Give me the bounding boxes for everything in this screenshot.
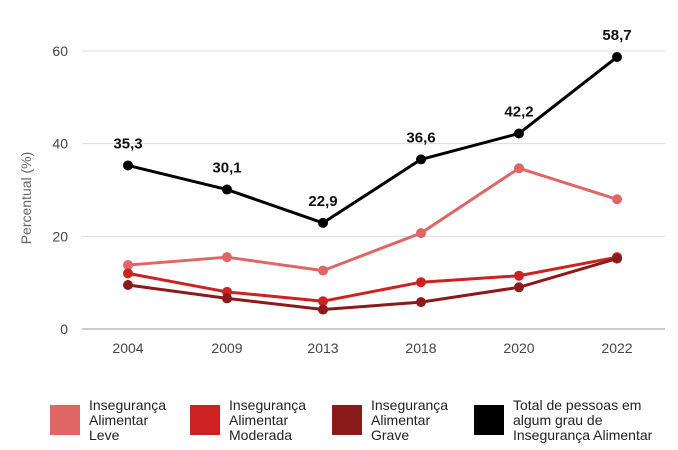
data-point	[123, 160, 133, 171]
x-tick-label: 2004	[112, 340, 143, 356]
data-labels: 35,3 30,1 22,9 36,6 42,2 58,7	[113, 27, 631, 210]
series-line	[127, 257, 618, 312]
data-point	[612, 253, 622, 264]
data-point	[416, 297, 426, 308]
data-point	[416, 277, 426, 288]
y-axis-label: Percentual (%)	[18, 152, 34, 245]
data-point	[318, 217, 328, 228]
y-tick-label: 0	[60, 321, 68, 337]
y-tick-labels: 0 20 40 60	[52, 43, 68, 337]
data-point	[318, 304, 328, 315]
data-point	[222, 293, 232, 304]
legend-label-grave: Insegurança Alimentar Grave	[371, 397, 449, 443]
data-point	[514, 282, 524, 293]
legend-item-moderada: Insegurança Alimentar Moderada	[190, 398, 306, 443]
legend-swatch-leve	[50, 405, 80, 435]
data-point	[123, 279, 133, 290]
legend: Insegurança Alimentar Leve Insegurança A…	[0, 398, 678, 448]
data-label: 42,2	[504, 103, 533, 120]
legend-swatch-grave	[332, 405, 362, 435]
x-tick-label: 2020	[503, 340, 534, 356]
legend-label-total: Total de pessoas em algum grau de Insegu…	[513, 397, 653, 443]
series-line	[127, 166, 618, 273]
data-point	[123, 260, 133, 271]
legend-item-grave: Insegurança Alimentar Grave	[332, 398, 448, 443]
data-point	[416, 154, 426, 165]
line-chart: 0 20 40 60 2004 2009 2013 2018 2020 2022 Percent…	[18, 27, 665, 356]
y-tick-label: 60	[52, 43, 68, 59]
legend-swatch-moderada	[190, 405, 220, 435]
data-point	[514, 128, 524, 139]
data-point	[416, 228, 426, 239]
y-tick-label: 40	[52, 136, 68, 152]
data-point	[612, 52, 622, 63]
data-label: 30,1	[212, 160, 241, 177]
x-tick-label: 2022	[601, 340, 632, 356]
legend-item-leve: Insegurança Alimentar Leve	[50, 398, 166, 443]
data-label: 58,7	[602, 27, 631, 44]
y-tick-label: 20	[52, 228, 68, 244]
series-line	[127, 55, 618, 225]
legend-item-total: Total de pessoas em algum grau de Insegu…	[474, 398, 652, 443]
legend-label-moderada: Insegurança Alimentar Moderada	[229, 397, 307, 443]
data-point	[318, 265, 328, 276]
data-point	[514, 270, 524, 281]
x-tick-label: 2009	[211, 340, 242, 356]
data-point	[514, 163, 524, 174]
data-point	[612, 194, 622, 205]
series	[123, 52, 622, 315]
gridlines	[82, 50, 665, 330]
x-tick-label: 2018	[405, 340, 436, 356]
data-point	[318, 296, 328, 307]
data-point	[222, 252, 232, 263]
series-line	[127, 255, 618, 303]
legend-swatch-total	[474, 405, 504, 435]
data-label: 35,3	[113, 135, 142, 152]
data-point	[222, 184, 232, 195]
data-label: 22,9	[308, 193, 337, 210]
x-tick-labels: 2004 2009 2013 2018 2020 2022	[112, 340, 632, 356]
data-point	[123, 268, 133, 279]
legend-label-leve: Insegurança Alimentar Leve	[89, 397, 167, 443]
x-tick-label: 2013	[307, 340, 338, 356]
data-label: 36,6	[406, 129, 435, 146]
